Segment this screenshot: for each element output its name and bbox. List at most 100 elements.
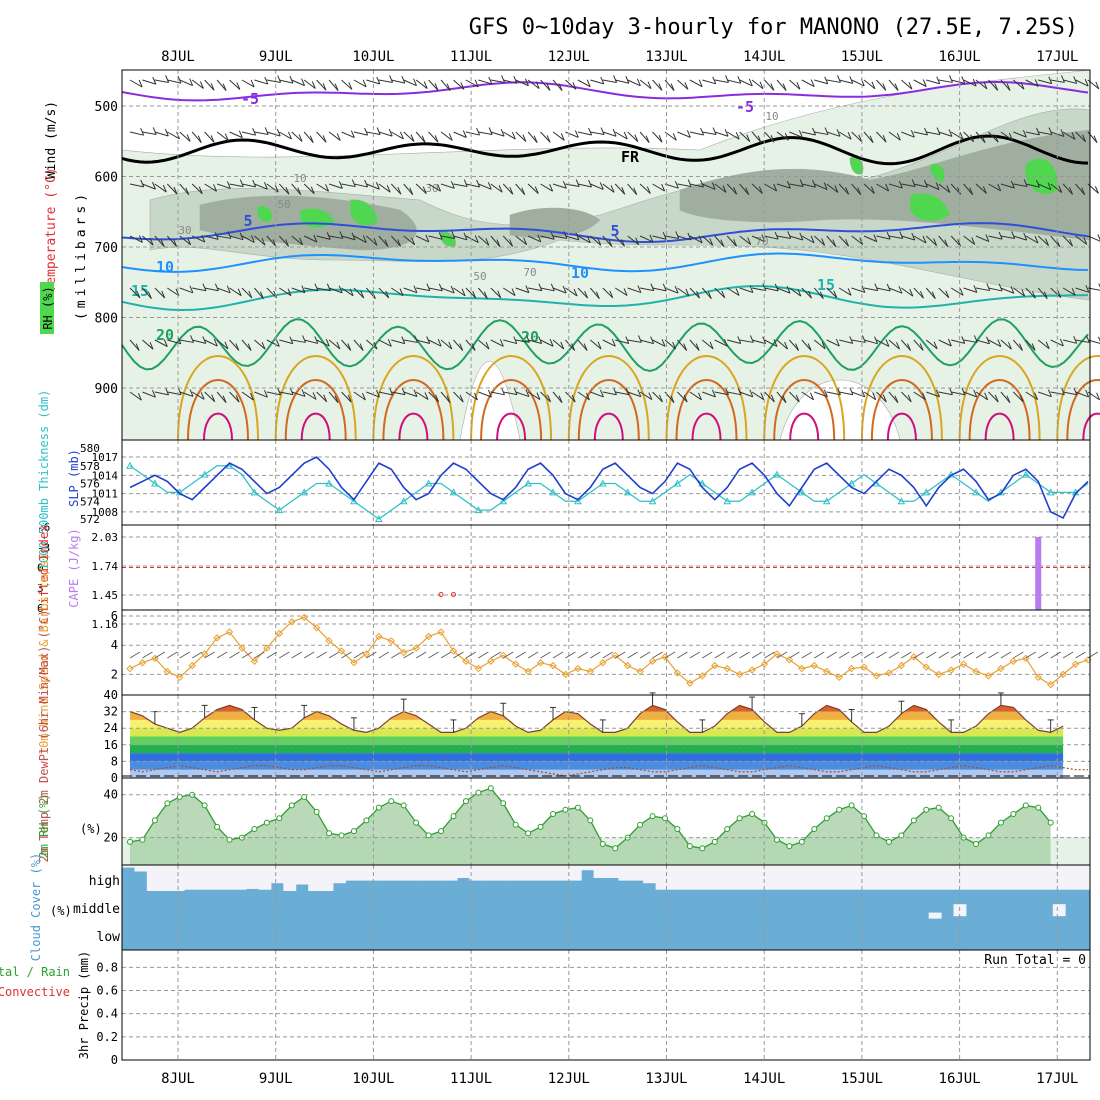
wind-barb <box>863 339 878 345</box>
wind-barb-flag <box>537 234 542 243</box>
li-point <box>438 592 444 597</box>
wind-barb <box>1000 79 1011 91</box>
wind-barb-flag <box>413 285 418 293</box>
wind-barb-flag <box>986 336 990 344</box>
wind-barb-flag <box>138 79 143 88</box>
wind-barb <box>465 131 480 136</box>
wind-barb-flag <box>547 394 551 403</box>
ylabel-precip: 3hr Precip (mm) <box>77 951 91 1059</box>
wind-barb-flag <box>737 336 742 344</box>
high-cloud-gap <box>568 865 582 881</box>
wind-barb-flag <box>301 389 306 397</box>
wind-barb <box>677 287 690 297</box>
low-level-temp-contour <box>789 412 820 441</box>
wind-barb <box>552 287 567 294</box>
wind-speed-point <box>698 672 707 680</box>
wind-barb <box>316 183 329 192</box>
wind-barb <box>1062 235 1073 247</box>
wind-barb <box>702 391 716 398</box>
rh-point <box>873 832 880 839</box>
wind-barb <box>938 339 952 347</box>
wind-barb <box>839 391 853 396</box>
high-cloud-gap <box>804 865 818 890</box>
ylabel-wind10: 10m Wind Speed & Barbs (m/s) <box>37 553 51 755</box>
cape-ytick: 2.03 <box>92 531 119 544</box>
high-cloud-gap <box>928 865 942 890</box>
wind-barb <box>415 235 430 243</box>
wind-barb-flag <box>1081 187 1086 195</box>
wind-barb-flag <box>397 239 402 247</box>
wind-barb <box>465 287 477 299</box>
wind-barb <box>814 131 829 136</box>
wind-barb <box>888 391 899 404</box>
dewpoint-line <box>129 764 1088 777</box>
upper-ytick: 800 <box>95 312 118 327</box>
wind-barb <box>129 79 143 88</box>
wind-barb <box>241 235 255 243</box>
rh-point <box>836 806 843 813</box>
wind-barb <box>440 287 455 294</box>
wind-barb <box>341 287 354 297</box>
wind-barb-flag <box>759 81 764 89</box>
high-cloud-gap <box>668 865 681 890</box>
wind-barb <box>900 339 911 351</box>
wind-speed-point <box>536 659 545 667</box>
wind-barb <box>266 131 281 137</box>
wind-barb-flag <box>422 186 427 194</box>
precip-ytick: 0 <box>111 1053 118 1067</box>
wind-barb-flag <box>414 335 418 343</box>
wind-barb-flag <box>421 135 426 143</box>
wind-barb <box>615 79 629 84</box>
rh-point <box>550 811 557 817</box>
wind-barb-flag <box>707 291 712 299</box>
cloud-level-label: middle <box>73 902 120 917</box>
wind-barb <box>901 131 915 138</box>
wind-barb-flag <box>165 75 170 83</box>
wind-barb <box>888 235 903 239</box>
wind-speed-point <box>735 670 744 679</box>
wind-barb-flag <box>907 343 911 351</box>
wind-barb-flag <box>947 338 952 347</box>
rh-point <box>288 802 295 809</box>
thickness-line <box>129 465 1089 520</box>
wind-barb-flag <box>499 339 504 347</box>
wind-barb-flag <box>314 336 319 344</box>
wind-barb-flag <box>161 290 166 299</box>
wind-barb-flag <box>1058 185 1063 193</box>
wind-barb <box>216 339 229 350</box>
wind-speed-point <box>1009 657 1018 665</box>
wind-barb <box>167 79 182 84</box>
wind-barb-flag <box>199 81 204 89</box>
wind-speed-point <box>648 657 657 665</box>
rh-point <box>587 817 594 824</box>
wind-barb <box>590 131 605 136</box>
wind-barb <box>1062 79 1077 84</box>
wind-barb <box>403 339 418 343</box>
high-cloud-gap <box>457 865 470 878</box>
wind-barb <box>975 287 990 292</box>
wind-barb <box>142 339 154 350</box>
thickness-point <box>922 488 931 496</box>
wind-barb <box>888 79 899 91</box>
wind-barb-flag <box>138 235 143 243</box>
wind-barb <box>577 287 588 299</box>
wind-barb-flag <box>364 179 369 188</box>
wind-barb-flag <box>575 232 580 241</box>
wind-barb-flag <box>1048 76 1053 84</box>
wind-barb <box>926 131 941 136</box>
wind-barb-flag <box>973 335 978 343</box>
high-cloud-gap <box>184 865 197 890</box>
wind-barb <box>403 131 415 142</box>
wind-barb <box>527 235 542 243</box>
low-level-temp-contour <box>958 355 1041 441</box>
wind-barb-flag <box>637 335 642 343</box>
rh-point <box>475 789 482 796</box>
rh-point <box>326 830 333 837</box>
wind-barb <box>876 391 887 403</box>
wind-barb-flag <box>214 283 219 291</box>
wind-barb <box>739 79 753 87</box>
wind-barb-flag <box>571 394 576 403</box>
wind-barb-flag <box>922 235 927 244</box>
wind-barb-flag <box>446 395 451 403</box>
wind-barb-flag <box>948 387 953 395</box>
